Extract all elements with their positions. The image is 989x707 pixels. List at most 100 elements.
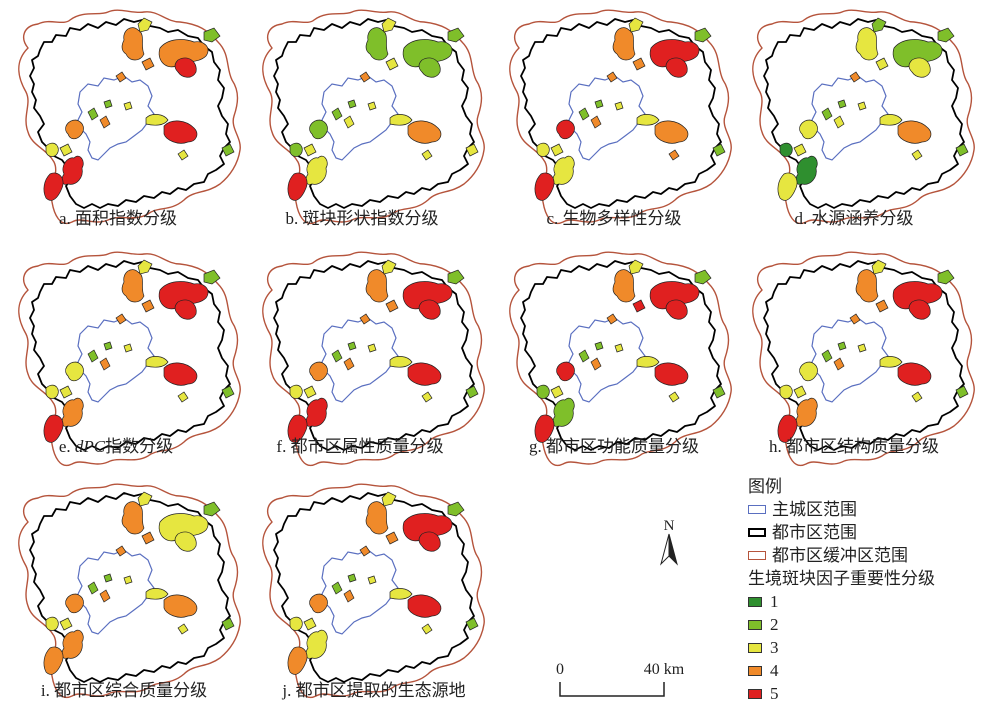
habitat-patch-p6 (447, 501, 465, 517)
legend-class-swatch (748, 688, 762, 699)
habitat-patch-p9 (636, 114, 660, 126)
habitat-patch-p1 (305, 629, 328, 659)
habitat-patch-p13 (347, 99, 357, 109)
habitat-patch-p8 (407, 594, 442, 618)
habitat-patch-p7 (385, 299, 399, 313)
habitat-patch-p14 (857, 101, 867, 111)
habitat-patch-p14 (123, 343, 133, 353)
panel-caption-b: b. 斑块形状指数分级 (285, 209, 439, 228)
habitat-patch-p19 (45, 384, 59, 399)
habitat-patch-p4 (158, 39, 209, 68)
habitat-patch-p19 (779, 384, 793, 399)
habitat-patch-p5 (174, 531, 197, 552)
legend-class-5: 5 (748, 682, 988, 705)
buffer-boundary (262, 251, 485, 467)
habitat-patch-p13 (347, 573, 357, 583)
legend-item-buffer: 都市区缓冲区范围 (748, 544, 988, 567)
habitat-patch-p14 (857, 343, 867, 353)
habitat-patch-p10 (556, 119, 575, 140)
habitat-patch-p17 (712, 385, 726, 399)
habitat-patch-p4 (892, 281, 943, 310)
habitat-patch-p2 (855, 27, 879, 61)
habitat-patch-p14 (123, 575, 133, 585)
habitat-patch-p14 (123, 101, 133, 111)
habitat-patch-p2 (121, 269, 145, 303)
habitat-patch-p19 (289, 616, 303, 631)
map-panel-c (509, 9, 732, 225)
habitat-patch-p19 (779, 142, 793, 157)
habitat-patch-p9 (636, 356, 660, 368)
habitat-patch-p7 (141, 531, 155, 545)
habitat-patch-p18 (331, 107, 343, 121)
habitat-patch-p17 (221, 385, 235, 399)
map-panel-h (752, 251, 975, 467)
habitat-patch-p5 (174, 57, 197, 78)
buffer-boundary (752, 9, 975, 225)
legend-class-label: 1 (770, 592, 779, 611)
habitat-patch-p10 (65, 119, 84, 140)
habitat-patch-p16 (177, 391, 189, 403)
buffer-boundary (262, 483, 485, 699)
legend-label-buffer: 都市区缓冲区范围 (772, 546, 908, 565)
habitat-patch-p6 (694, 27, 712, 43)
habitat-patch-p11 (59, 143, 73, 157)
metro-swatch (748, 528, 766, 537)
habitat-patch-p20 (833, 357, 845, 371)
habitat-patch-p11 (793, 385, 807, 399)
buffer-boundary (18, 9, 241, 225)
habitat-patch-p19 (45, 616, 59, 631)
habitat-patch-p5 (418, 299, 441, 320)
habitat-patch-p18 (821, 349, 833, 363)
map-panel-a (18, 9, 241, 225)
habitat-patch-p3 (871, 17, 887, 33)
habitat-patch-p12 (43, 646, 64, 675)
habitat-patch-p20 (590, 115, 602, 129)
habitat-patch-p10 (65, 361, 84, 382)
habitat-patch-p16 (421, 149, 433, 161)
habitat-patch-p4 (649, 39, 700, 68)
legend-item-main-city: 主城区范围 (748, 498, 988, 521)
habitat-patch-p13 (347, 341, 357, 351)
habitat-patch-p17 (465, 143, 479, 157)
habitat-patch-p19 (45, 142, 59, 157)
buffer-boundary (509, 9, 732, 225)
habitat-patch-p15 (115, 71, 127, 83)
habitat-patch-p18 (87, 581, 99, 595)
habitat-patch-p3 (381, 17, 397, 33)
panel-caption-e: e. dPC指数分级 (58, 437, 174, 456)
habitat-patch-p7 (141, 299, 155, 313)
habitat-patch-p8 (407, 120, 442, 144)
habitat-patch-p20 (833, 115, 845, 129)
habitat-patch-p3 (137, 491, 153, 507)
habitat-patch-p6 (203, 27, 221, 43)
habitat-patch-p1 (795, 155, 818, 185)
buffer-swatch (748, 551, 766, 560)
habitat-patch-p14 (367, 575, 377, 585)
legend-title: 图例 (748, 477, 782, 496)
habitat-patch-p2 (612, 27, 636, 61)
habitat-patch-p8 (163, 120, 198, 144)
habitat-patch-p2 (612, 269, 636, 303)
habitat-patch-p17 (465, 385, 479, 399)
scale-bar-line (559, 682, 665, 697)
habitat-patch-p10 (799, 361, 818, 382)
panel-caption-d: d. 水源涵养分级 (794, 209, 914, 228)
habitat-patch-p17 (955, 385, 969, 399)
habitat-patch-p5 (174, 299, 197, 320)
habitat-patch-p16 (668, 149, 680, 161)
habitat-patch-p4 (158, 281, 209, 310)
habitat-patch-p8 (897, 362, 932, 386)
habitat-patch-p18 (821, 107, 833, 121)
habitat-patch-p6 (203, 269, 221, 285)
habitat-patch-p17 (221, 143, 235, 157)
habitat-patch-p13 (103, 573, 113, 583)
habitat-patch-p18 (578, 349, 590, 363)
legend-label-metro: 都市区范围 (772, 523, 857, 542)
habitat-patch-p18 (331, 581, 343, 595)
habitat-patch-p2 (121, 27, 145, 61)
panel-caption-j: j. 都市区提取的生态源地 (282, 681, 466, 700)
habitat-patch-p4 (402, 281, 453, 310)
habitat-patch-p12 (287, 646, 308, 675)
habitat-patch-p2 (365, 501, 389, 535)
habitat-patch-p13 (837, 341, 847, 351)
